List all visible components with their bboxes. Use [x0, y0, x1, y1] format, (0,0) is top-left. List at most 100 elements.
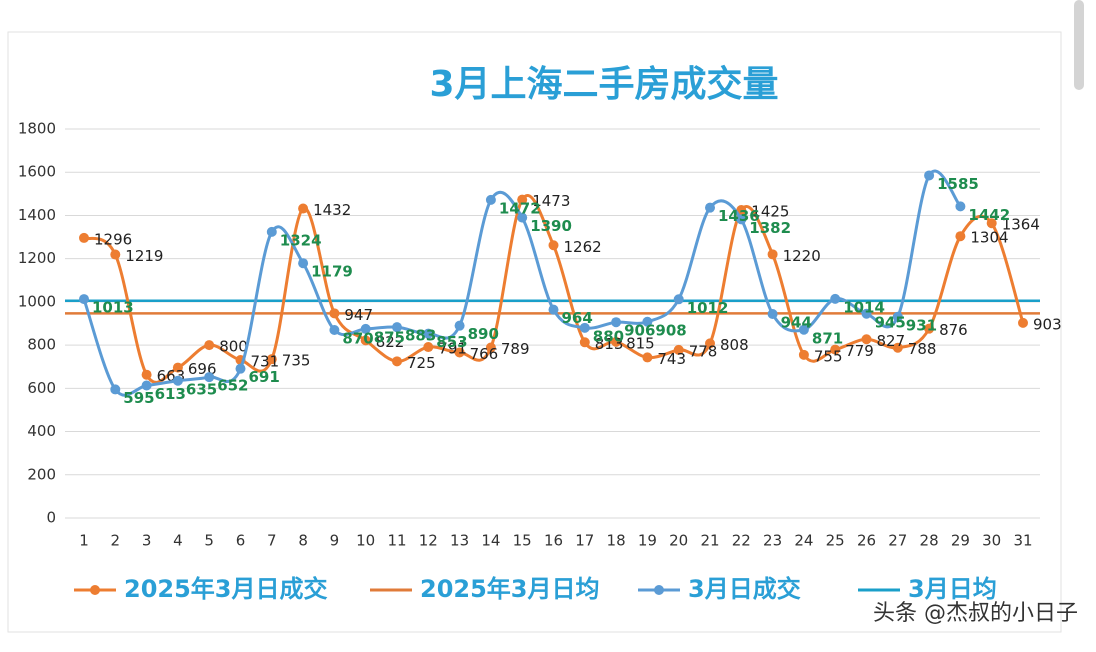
- x-tick-label: 28: [920, 532, 939, 550]
- point: [172, 375, 183, 386]
- point: [955, 201, 966, 212]
- data-label: 827: [877, 332, 906, 350]
- x-tick-label: 10: [356, 532, 375, 550]
- x-tick-label: 31: [1013, 532, 1032, 550]
- point: [423, 328, 434, 339]
- data-label: 964: [562, 309, 593, 327]
- x-tick-label: 25: [826, 532, 845, 550]
- y-tick-label: 600: [27, 379, 56, 397]
- x-tick-label: 5: [204, 532, 214, 550]
- y-tick-label: 1800: [18, 120, 56, 138]
- point: [204, 372, 215, 383]
- data-label: 1179: [311, 263, 353, 281]
- data-label: 1220: [783, 247, 821, 265]
- legend-label: 3月日均: [908, 575, 997, 603]
- legend-marker: [654, 585, 664, 595]
- data-label: 906: [624, 322, 655, 340]
- point: [986, 218, 997, 229]
- x-tick-label: 19: [638, 532, 657, 550]
- point: [861, 334, 872, 345]
- point: [360, 323, 371, 334]
- data-label: 931: [906, 316, 937, 334]
- data-label: 1262: [564, 238, 602, 256]
- legend-label: 2025年3月日成交: [124, 575, 328, 603]
- data-label: 1585: [937, 175, 979, 193]
- legend-label: 2025年3月日均: [420, 575, 600, 603]
- data-label: 1390: [530, 217, 572, 235]
- y-tick-label: 800: [27, 336, 56, 354]
- data-label: 1219: [125, 247, 163, 265]
- point: [798, 324, 809, 335]
- data-label: 822: [376, 333, 405, 351]
- data-label: 1473: [532, 192, 570, 210]
- data-label: 613: [155, 385, 186, 403]
- point: [454, 347, 465, 358]
- data-label: 791: [438, 340, 467, 358]
- point: [298, 203, 309, 214]
- point: [172, 362, 183, 373]
- data-label: 815: [626, 334, 655, 352]
- point: [611, 317, 622, 328]
- data-label: 944: [781, 313, 812, 331]
- x-tick-label: 26: [857, 532, 876, 550]
- data-label: 871: [812, 329, 843, 347]
- data-label: 743: [657, 350, 686, 368]
- legend-marker: [90, 585, 100, 595]
- data-label: 1012: [687, 299, 729, 317]
- data-label: 691: [249, 368, 280, 386]
- point: [736, 205, 747, 216]
- point: [767, 249, 778, 260]
- x-tick-label: 11: [387, 532, 406, 550]
- scrollbar[interactable]: [1074, 0, 1084, 90]
- data-label: 1436: [718, 207, 760, 225]
- point: [485, 342, 496, 353]
- data-label: 800: [219, 338, 248, 356]
- x-tick-label: 2: [111, 532, 121, 550]
- data-label: 1472: [499, 199, 541, 217]
- y-tick-label: 1400: [18, 206, 56, 224]
- point: [79, 294, 89, 305]
- data-label: 635: [186, 380, 217, 398]
- data-label: 1432: [313, 201, 351, 219]
- point: [705, 338, 715, 349]
- x-tick-label: 4: [173, 532, 183, 550]
- point: [266, 354, 277, 365]
- y-tick-label: 0: [46, 509, 56, 527]
- data-label: 766: [470, 345, 499, 363]
- point: [204, 340, 215, 351]
- data-label: 883: [405, 327, 436, 345]
- point: [454, 320, 465, 331]
- data-label: 908: [655, 321, 686, 339]
- data-label: 808: [720, 336, 749, 354]
- y-tick-label: 400: [27, 422, 56, 440]
- data-label: 890: [468, 325, 499, 343]
- data-label: 1324: [280, 231, 322, 249]
- x-tick-label: 15: [513, 532, 532, 550]
- data-label: 1382: [749, 219, 791, 237]
- point: [141, 369, 152, 380]
- point: [298, 258, 309, 269]
- x-tick-label: 8: [298, 532, 308, 550]
- x-tick-label: 22: [732, 532, 751, 550]
- data-label: 947: [344, 306, 373, 324]
- x-tick-label: 21: [700, 532, 719, 550]
- data-label: 945: [875, 313, 906, 331]
- data-label: 735: [282, 352, 311, 370]
- x-tick-label: 30: [982, 532, 1001, 550]
- point: [705, 202, 715, 213]
- point: [485, 194, 496, 205]
- point: [579, 337, 590, 348]
- data-label: 1013: [92, 299, 134, 317]
- point: [642, 316, 653, 327]
- point: [798, 349, 809, 360]
- chart-title: 3月上海二手房成交量: [429, 63, 778, 105]
- point: [673, 344, 684, 355]
- data-label: 870: [342, 329, 373, 347]
- y-tick-label: 1600: [18, 163, 56, 181]
- point: [924, 323, 935, 334]
- data-label: 788: [908, 340, 937, 358]
- point: [611, 336, 622, 347]
- y-tick-label: 1200: [18, 249, 56, 267]
- point: [517, 212, 528, 223]
